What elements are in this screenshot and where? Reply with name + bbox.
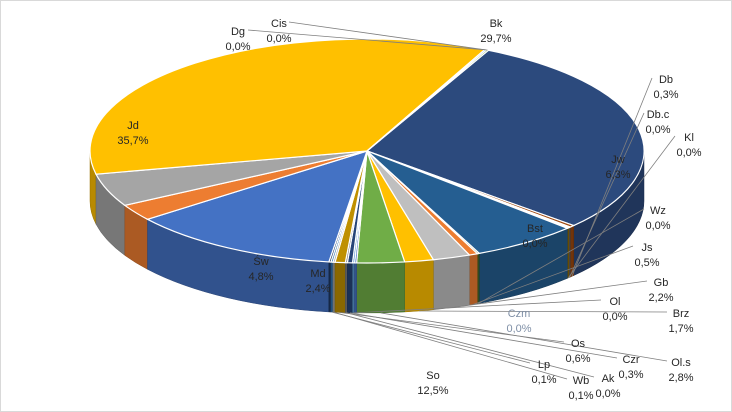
pie-top-layer	[89, 38, 645, 264]
leader-line-cis	[288, 21, 488, 51]
slice-label-bk: Bk	[490, 18, 503, 30]
slice-value-js: 0,5%	[634, 257, 659, 269]
leader-lines	[247, 21, 676, 380]
slice-side-ol-s	[356, 261, 405, 314]
slice-value-lp: 0,1%	[531, 374, 556, 386]
leader-line-kl	[567, 135, 676, 279]
leader-line-os	[340, 312, 565, 343]
slice-value-bk: 29,7%	[480, 33, 511, 45]
slice-value-wz: 0,0%	[645, 220, 670, 232]
slice-label-md: Md	[310, 268, 325, 280]
leader-line-wb	[333, 311, 568, 380]
slice-value-md: 2,4%	[305, 283, 330, 295]
slice-labels: Bk 29,7% Db 0,3% Db.c 0,0% Kl 0,0% Jw 6,3% Wz 0,0% J…	[117, 18, 701, 402]
leader-line-wz	[478, 208, 645, 304]
leader-line-js	[473, 245, 634, 305]
slice-label-wb: Wb	[573, 375, 590, 387]
slice-label-czr: Czr	[622, 354, 639, 366]
slice-label-lp: Lp	[538, 359, 550, 371]
slice-so[interactable]	[145, 150, 368, 263]
slice-label-wz: Wz	[650, 205, 666, 217]
slice-label-dg: Dg	[231, 26, 245, 38]
slice-label-jd: Jd	[127, 120, 139, 132]
slice-value-brz: 1,7%	[668, 323, 693, 335]
slice-label-czm: Czm	[508, 308, 531, 320]
slice-value-os: 0,6%	[565, 353, 590, 365]
slice-label-ol-s: Ol.s	[671, 357, 691, 369]
slice-label-db: Db	[659, 74, 673, 86]
slice-side-ol	[352, 262, 355, 314]
slice-label-jw: Jw	[611, 154, 625, 166]
slice-side-wz	[477, 253, 480, 305]
leader-line-czr	[349, 312, 618, 359]
slice-label-db-c: Db.c	[647, 109, 670, 121]
slice-label-os: Os	[571, 338, 586, 350]
slice-value-db-c: 0,0%	[645, 124, 670, 136]
slice-label-bst: Bst	[527, 223, 543, 235]
pie-side-layer	[89, 150, 645, 314]
slice-value-dg: 0,0%	[225, 41, 250, 53]
slice-label-gb: Gb	[654, 277, 669, 289]
slice-side-wb	[332, 261, 336, 313]
slice-label-so: So	[426, 370, 439, 382]
slice-value-ol: 0,0%	[602, 311, 627, 323]
slice-side-brz	[404, 259, 434, 313]
slice-side-js	[469, 253, 478, 306]
slice-value--w: 4,8%	[248, 271, 273, 283]
slice-label-brz: Brz	[673, 308, 690, 320]
slice-side-gb	[433, 254, 470, 311]
slice-label-cis: Cis	[271, 18, 287, 30]
leader-line-dg	[247, 29, 486, 51]
slice-label-kl: Kl	[684, 132, 694, 144]
leader-line-ol	[353, 299, 602, 314]
slice-label-ol: Ol	[610, 296, 621, 308]
slice-value-db: 0,3%	[653, 89, 678, 101]
slice-value-jd: 35,7%	[117, 135, 148, 147]
slice-label--w: Św	[253, 255, 268, 268]
slice-value-kl: 0,0%	[676, 147, 701, 159]
slice-side-czr	[347, 262, 353, 314]
leader-line-gb	[451, 280, 648, 309]
slice-value-cis: 0,0%	[266, 33, 291, 45]
slice-value-ak: 0,0%	[595, 388, 620, 400]
slice-value-so: 12,5%	[417, 385, 448, 397]
slice-value-ol-s: 2,8%	[668, 372, 693, 384]
leader-line-db-c	[569, 112, 645, 278]
slice-value-czr: 0,3%	[618, 369, 643, 381]
slice-side-lp	[330, 261, 334, 313]
slice-label-js: Js	[642, 242, 654, 254]
slice-side-os	[334, 261, 346, 313]
slice-side-ak	[345, 262, 348, 313]
slice-value-czm: 0,0%	[506, 323, 531, 335]
leader-line-brz	[419, 310, 668, 313]
slice-value-bst: 0,0%	[522, 238, 547, 250]
slice-value-wb: 0,1%	[568, 390, 593, 402]
leader-line-ak	[346, 312, 595, 378]
slice-jd[interactable]	[89, 38, 487, 175]
slice-label-ak: Ak	[602, 373, 615, 385]
leader-line-lp	[331, 311, 531, 364]
slice-value-jw: 6,3%	[605, 169, 630, 181]
slice-side-bst	[354, 262, 357, 314]
slice-value-gb: 2,2%	[648, 292, 673, 304]
